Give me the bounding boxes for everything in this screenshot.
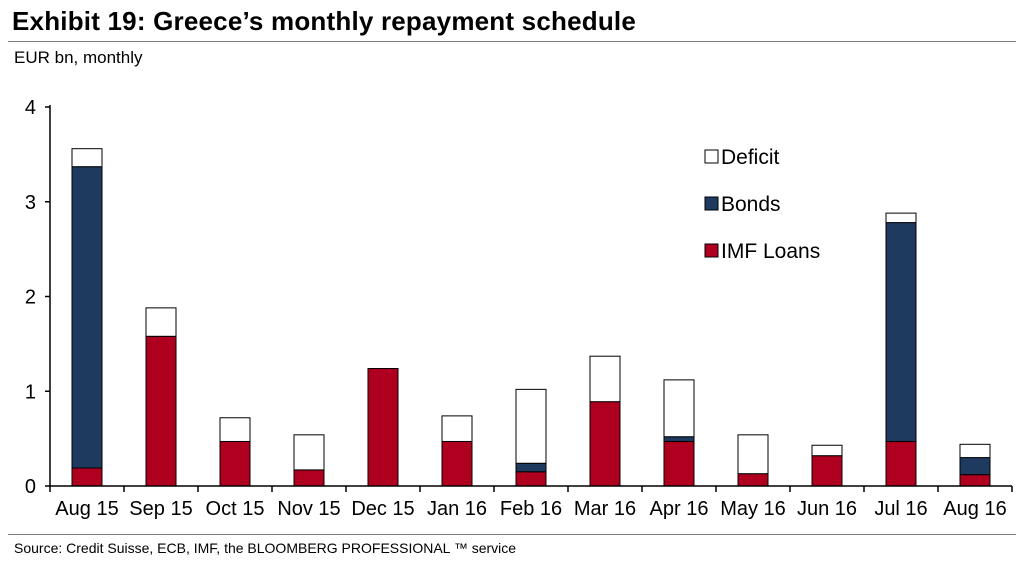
x-tick-label-jan-16: Jan 16 bbox=[427, 498, 487, 520]
source-note: Source: Credit Suisse, ECB, IMF, the BLO… bbox=[14, 540, 517, 556]
source-divider bbox=[8, 534, 1016, 535]
x-tick-label-nov-15: Nov 15 bbox=[277, 498, 340, 520]
bar-bonds-aug-16 bbox=[959, 457, 991, 476]
bar-deficit-aug-15 bbox=[71, 148, 103, 168]
bars-layer bbox=[71, 148, 991, 487]
bar-imf-loans-aug-16 bbox=[959, 474, 991, 487]
bar-deficit-jun-16 bbox=[811, 444, 843, 457]
bar-imf-loans-sep-15 bbox=[145, 335, 177, 487]
y-tick-label: 1 bbox=[25, 381, 36, 403]
x-tick-label-aug-15: Aug 15 bbox=[55, 498, 118, 520]
x-tick-label-sep-15: Sep 15 bbox=[129, 498, 192, 520]
chart-title: Exhibit 19: Greece’s monthly repayment s… bbox=[12, 6, 636, 36]
bar-deficit-feb-16 bbox=[515, 388, 547, 464]
bar-imf-loans-nov-15 bbox=[293, 469, 325, 487]
bar-deficit-mar-16 bbox=[589, 355, 621, 403]
y-tick-label: 0 bbox=[25, 476, 36, 498]
bar-imf-loans-mar-16 bbox=[589, 401, 621, 487]
bar-deficit-nov-15 bbox=[293, 434, 325, 471]
title-divider bbox=[8, 41, 1016, 42]
bar-deficit-aug-16 bbox=[959, 443, 991, 459]
y-tick-label: 2 bbox=[25, 287, 36, 309]
bar-imf-loans-jan-16 bbox=[441, 440, 473, 487]
bar-imf-loans-dec-15 bbox=[367, 368, 399, 487]
bar-deficit-apr-16 bbox=[663, 379, 695, 438]
bar-imf-loans-oct-15 bbox=[219, 440, 251, 487]
x-tick-label-oct-15: Oct 15 bbox=[206, 498, 265, 520]
bar-imf-loans-jun-16 bbox=[811, 455, 843, 487]
bar-bonds-feb-16 bbox=[515, 462, 547, 473]
bar-imf-loans-may-16 bbox=[737, 473, 769, 487]
legend-swatch-deficit bbox=[704, 149, 719, 164]
y-tick-label: 4 bbox=[25, 97, 36, 119]
bar-deficit-oct-15 bbox=[219, 417, 251, 442]
bar-deficit-may-16 bbox=[737, 434, 769, 475]
x-tick-label-apr-16: Apr 16 bbox=[650, 498, 709, 520]
x-tick-label-jul-16: Jul 16 bbox=[874, 498, 927, 520]
bar-deficit-sep-15 bbox=[145, 307, 177, 337]
bar-bonds-aug-15 bbox=[71, 166, 103, 469]
bar-imf-loans-apr-16 bbox=[663, 440, 695, 487]
x-tick-label-jun-16: Jun 16 bbox=[797, 498, 857, 520]
bar-imf-loans-aug-15 bbox=[71, 467, 103, 487]
bar-deficit-jan-16 bbox=[441, 415, 473, 442]
y-axis: 0 1 2 3 4 bbox=[25, 97, 51, 498]
bar-bonds-apr-16 bbox=[663, 436, 695, 442]
legend-label-deficit: Deficit bbox=[721, 146, 780, 169]
legend-swatch-imf-loans bbox=[704, 243, 719, 258]
bar-deficit-jul-16 bbox=[885, 212, 917, 224]
legend: Deficit Bonds IMF Loans bbox=[704, 146, 820, 263]
x-tick-label-mar-16: Mar 16 bbox=[574, 498, 636, 520]
legend-swatch-bonds bbox=[704, 196, 719, 211]
x-tick-label-dec-15: Dec 15 bbox=[351, 498, 414, 520]
x-axis: Aug 15 Sep 15 Oct 15 Nov 15 Dec 15 Jan 16 Feb … bbox=[49, 485, 1013, 520]
bar-imf-loans-feb-16 bbox=[515, 471, 547, 487]
x-tick-label-aug-16: Aug 16 bbox=[943, 498, 1006, 520]
legend-label-bonds: Bonds bbox=[721, 193, 781, 216]
units-label: EUR bn, monthly bbox=[14, 48, 143, 67]
x-tick-label-may-16: May 16 bbox=[720, 498, 786, 520]
legend-label-imf-loans: IMF Loans bbox=[721, 240, 820, 263]
bar-imf-loans-jul-16 bbox=[885, 440, 917, 487]
bar-bonds-jul-16 bbox=[885, 222, 917, 442]
y-tick-label: 3 bbox=[25, 192, 36, 214]
x-tick-label-feb-16: Feb 16 bbox=[500, 498, 562, 520]
